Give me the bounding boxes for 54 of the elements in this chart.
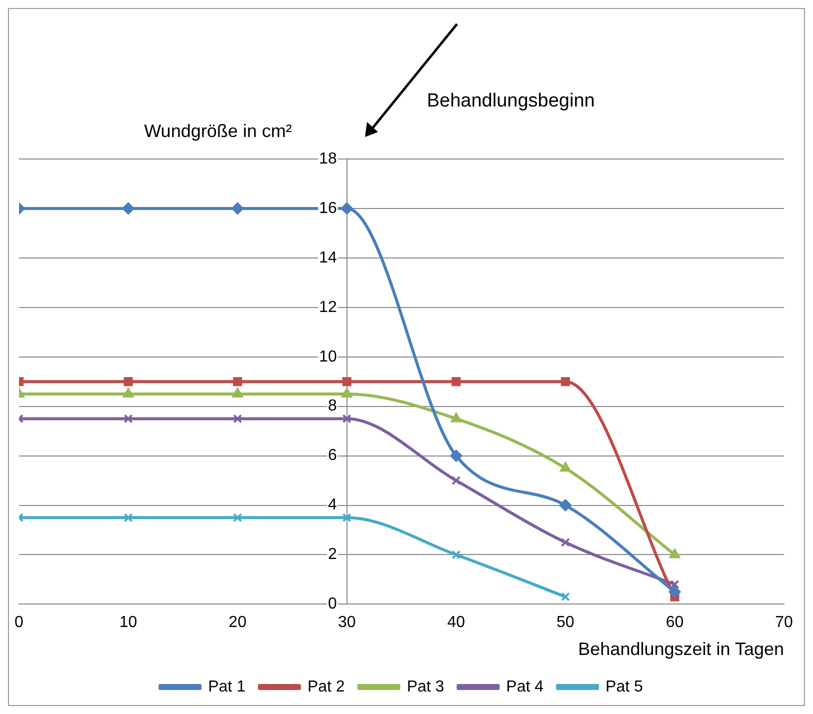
point — [450, 450, 462, 462]
point — [124, 414, 133, 424]
point — [232, 388, 243, 398]
point — [342, 388, 352, 398]
point — [342, 414, 352, 424]
point — [122, 388, 134, 398]
y-tick-label: 12 — [319, 298, 337, 316]
y-tick-label: 6 — [328, 447, 337, 464]
point — [670, 580, 680, 589]
point — [124, 513, 133, 522]
point — [342, 513, 352, 522]
point — [668, 586, 681, 598]
point — [340, 202, 353, 214]
y-tick-label: 16 — [319, 200, 337, 217]
x-tick-label: 60 — [666, 614, 684, 632]
y-tick-label: 2 — [328, 546, 337, 564]
point — [233, 414, 242, 424]
point — [452, 476, 461, 486]
y-tick-label: 8 — [328, 398, 337, 415]
y-tick-label: 4 — [328, 496, 337, 514]
point — [452, 550, 461, 560]
legend-label: Pat 1 — [208, 678, 246, 696]
point — [669, 548, 680, 558]
x-tick-label: 20 — [228, 614, 247, 632]
x-axis-title: Behandlungszeit in Tagen — [578, 639, 784, 660]
legend-label: Pat 3 — [406, 678, 444, 696]
point — [342, 377, 352, 386]
point — [452, 377, 461, 386]
y-tick-label: 0 — [328, 596, 337, 613]
x-tick-label: 40 — [447, 614, 466, 632]
point — [560, 592, 570, 602]
point — [560, 538, 570, 547]
legend-label: Pat 5 — [606, 678, 643, 696]
x-tick-label: 0 — [14, 614, 24, 632]
x-tick-label: 70 — [775, 614, 793, 632]
text: Behandlungsbeginn — [426, 90, 595, 112]
point — [559, 499, 572, 512]
point — [450, 412, 462, 422]
point — [233, 513, 242, 522]
x-tick-label: 10 — [119, 614, 138, 632]
point — [232, 202, 244, 214]
point — [560, 377, 570, 386]
x-tick-label: 30 — [338, 614, 356, 632]
x-tick-label: 50 — [556, 614, 574, 632]
point — [124, 377, 133, 386]
y-axis-title: Wundgröße in cm² — [144, 120, 292, 141]
point — [560, 462, 571, 472]
legend-label: Pat 2 — [307, 678, 345, 696]
point — [233, 377, 242, 386]
legend-label: Pat 4 — [506, 678, 544, 696]
y-tick-label: 10 — [319, 348, 337, 366]
point — [122, 202, 134, 214]
y-tick-label: 14 — [319, 249, 337, 266]
y-tick-label: 18 — [319, 150, 337, 168]
